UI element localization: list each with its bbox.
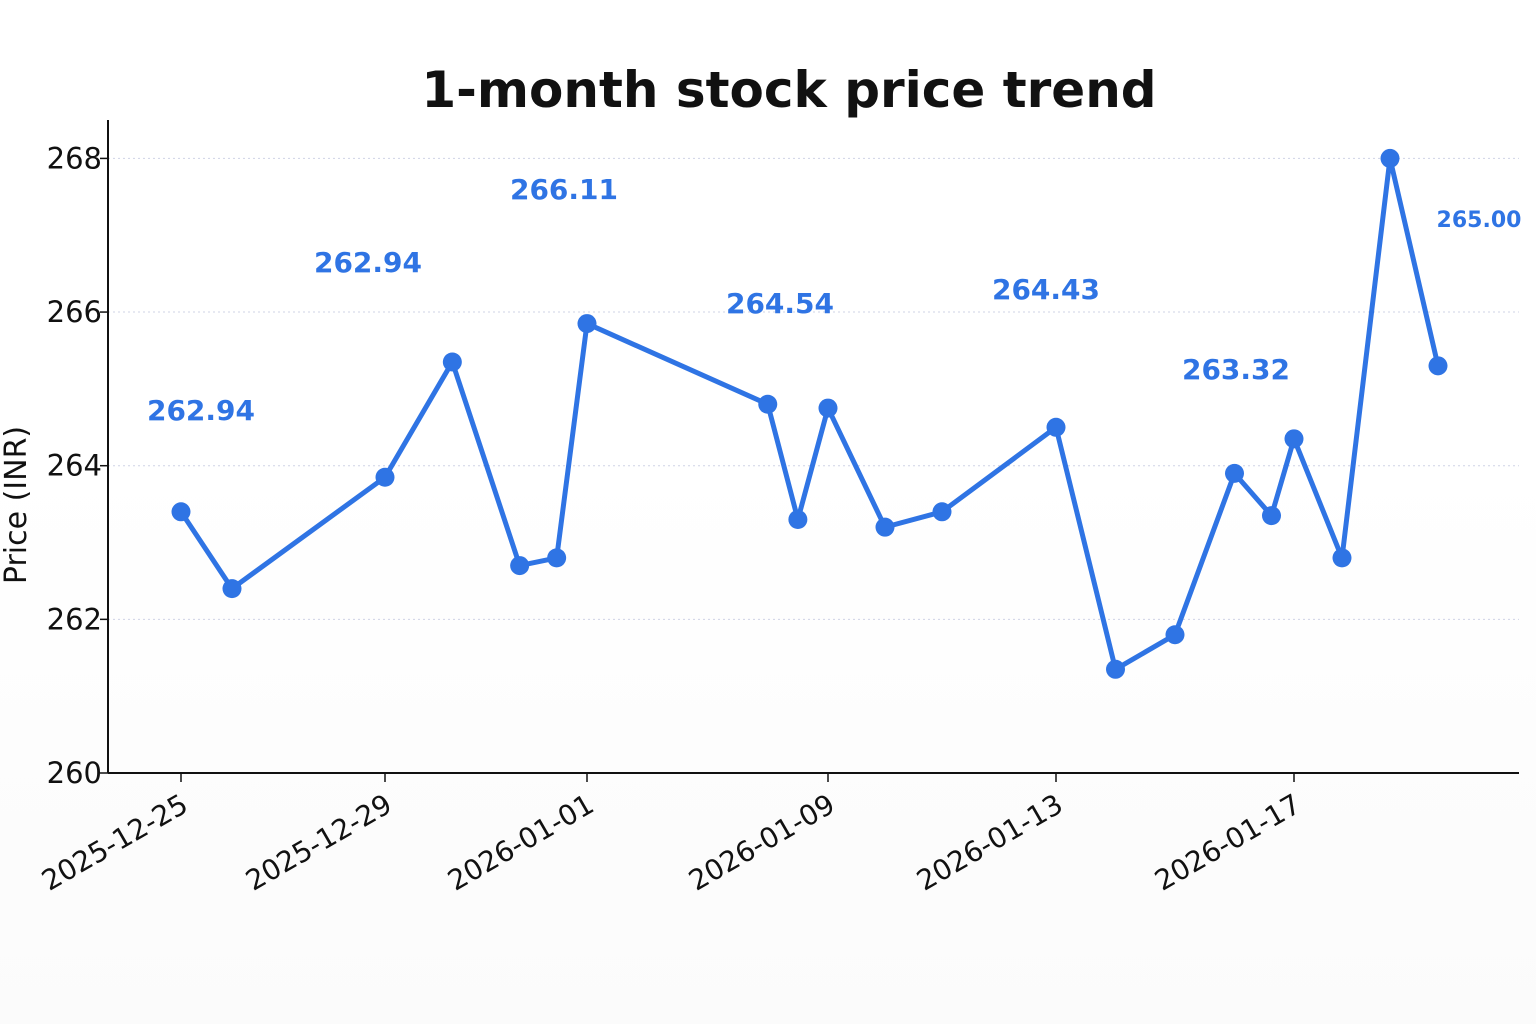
data-point [1284,429,1304,449]
y-tick-label: 262 [47,602,102,636]
data-label: 265.00 [1437,208,1522,233]
data-point [788,509,808,529]
data-point [547,548,567,568]
x-tick-label: 2026-01-09 [683,787,840,897]
data-label: 262.94 [314,246,422,279]
y-tick-label: 266 [47,295,102,329]
data-point [222,579,242,599]
x-tick-label: 2026-01-01 [442,787,599,897]
x-tick-label: 2025-12-29 [240,787,397,897]
series-line [178,155,1441,672]
data-point [1262,506,1281,526]
price-series [171,148,1448,679]
data-label: 264.43 [992,273,1100,306]
gridlines [108,157,1519,620]
data-point [758,394,778,414]
x-tick-label: 2026-01-13 [911,787,1068,897]
x-tick-label: 2025-12-25 [36,787,193,897]
y-tick-label: 260 [47,756,102,790]
y-axis-label: Price (INR) [0,426,34,584]
data-point [1165,625,1185,645]
chart-title: 1-month stock price trend [421,61,1156,119]
data-label: 264.54 [726,287,834,320]
data-point [1428,356,1448,376]
data-point [171,502,191,522]
data-point [577,314,597,334]
data-point [818,398,838,418]
axes: 260 262 264 266 268 2025-12-25 2025-12-29 2026-… [36,120,1519,897]
data-point [1380,148,1400,168]
y-tick-label: 268 [47,141,102,175]
data-point [1225,463,1244,483]
data-point [442,352,462,372]
data-point [510,556,530,576]
x-tick-label: 2026-01-17 [1149,787,1306,897]
data-point [1046,417,1066,437]
data-point [1106,659,1125,679]
data-label: 266.11 [510,173,618,206]
data-labels: 262.94 262.94 266.11 264.54 264.43 263.32 265.… [147,173,1521,427]
data-point [1332,548,1352,568]
data-point [875,517,895,537]
data-point [375,467,395,487]
data-label: 262.94 [147,394,255,427]
y-tick-label: 264 [47,449,102,483]
data-point [932,502,952,522]
data-label: 263.32 [1182,353,1290,386]
